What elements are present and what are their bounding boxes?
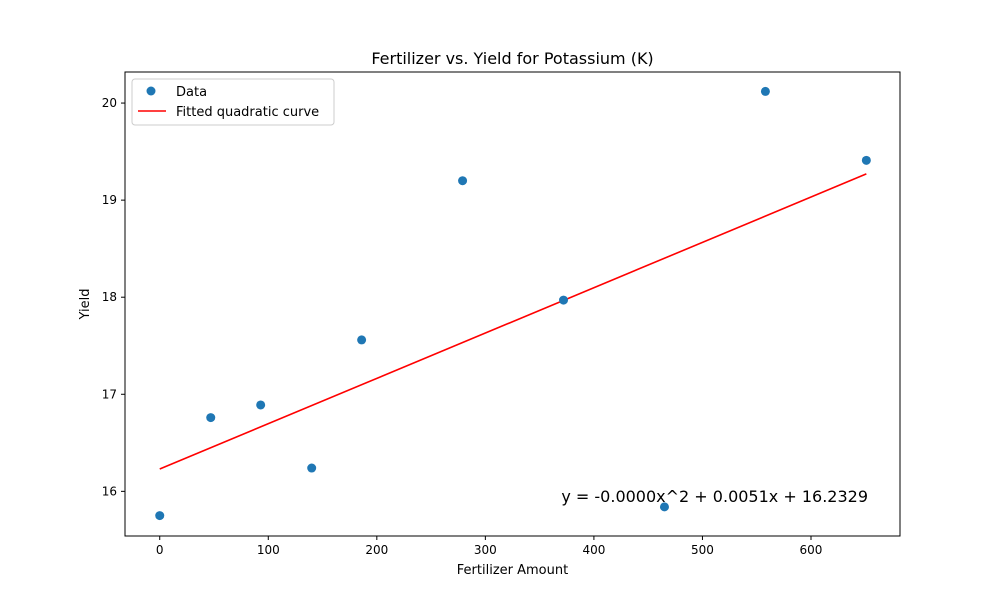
legend-box — [131, 78, 335, 126]
y-tick-label: 18 — [102, 290, 117, 304]
equation-annotation: y = -0.0000x^2 + 0.0051x + 16.2329 — [561, 487, 868, 506]
y-tick-label: 20 — [102, 96, 117, 110]
x-tick-label: 100 — [257, 543, 280, 557]
y-tick-label: 16 — [102, 484, 117, 498]
data-point — [559, 295, 569, 305]
fitted-curve-line — [159, 173, 867, 470]
legend-label-fit: Fitted quadratic curve — [176, 105, 319, 120]
x-tick-label: 600 — [800, 543, 823, 557]
x-axis-label: Fertilizer Amount — [457, 563, 568, 578]
y-axis-label: Yield — [78, 289, 93, 321]
x-tick-label: 300 — [474, 543, 497, 557]
y-tick-label: 19 — [102, 193, 117, 207]
x-tick-label: 0 — [156, 543, 164, 557]
data-point — [760, 86, 770, 96]
legend: Data Fitted quadratic curve — [131, 78, 335, 126]
x-tick-label: 400 — [582, 543, 605, 557]
legend-marker-data — [146, 86, 156, 96]
data-point — [458, 176, 468, 186]
data-point — [256, 400, 266, 410]
data-point — [206, 413, 216, 423]
data-point — [307, 463, 317, 473]
data-point — [659, 502, 669, 512]
legend-label-data: Data — [176, 85, 207, 100]
data-point — [861, 155, 871, 165]
chart-title: Fertilizer vs. Yield for Potassium (K) — [371, 49, 653, 68]
x-tick-label: 500 — [691, 543, 714, 557]
data-point — [155, 511, 165, 521]
y-tick-label: 17 — [102, 387, 117, 401]
x-tick-label: 200 — [365, 543, 388, 557]
data-point — [357, 335, 367, 345]
plot-frame — [124, 71, 901, 537]
